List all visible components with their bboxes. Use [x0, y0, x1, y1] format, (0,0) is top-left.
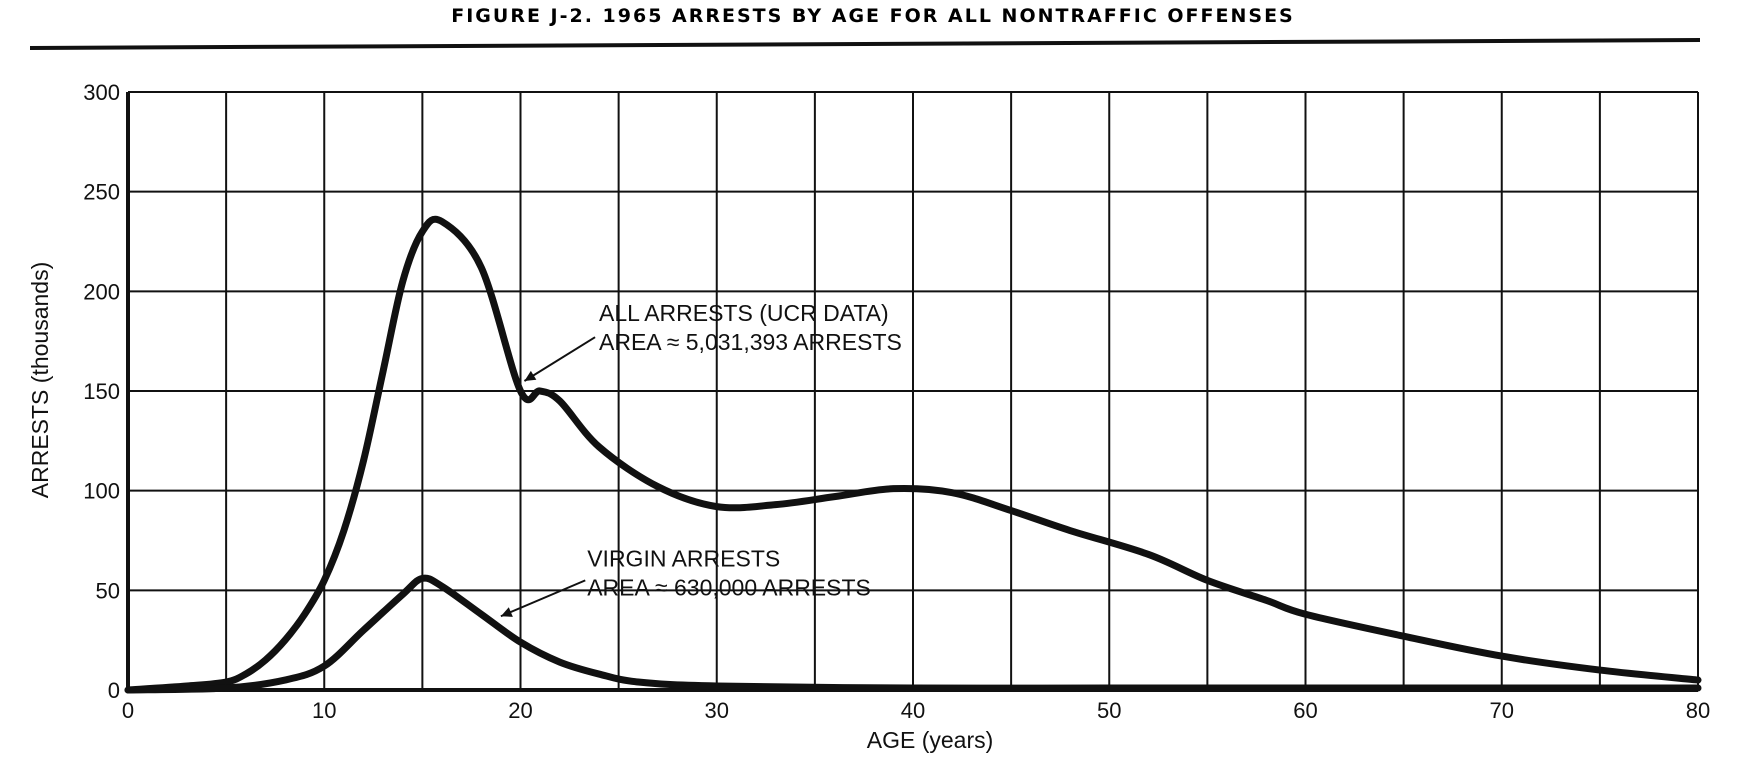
y-tick-label: 150: [83, 379, 120, 404]
annotation-arrowhead: [524, 370, 537, 382]
x-tick-label: 40: [901, 698, 925, 723]
x-tick-label: 70: [1490, 698, 1514, 723]
x-tick-label: 50: [1097, 698, 1121, 723]
annotation-text: VIRGIN ARRESTS: [587, 545, 780, 571]
y-tick-label: 100: [83, 479, 120, 504]
tick-labels: 0 10 20 30 40 50 60 70 80 0 50 100 150 200 250 300: [83, 80, 1710, 723]
y-tick-label: 200: [83, 279, 120, 304]
annotation-pointer: [500, 579, 586, 618]
x-tick-label: 80: [1686, 698, 1710, 723]
series-line-all-arrests: [124, 215, 1702, 694]
y-axis-label: ARRESTS (thousands): [27, 262, 53, 498]
x-tick-label: 10: [312, 698, 336, 723]
annotation-pointer: [523, 336, 596, 382]
series-line-virgin-arrests: [124, 574, 1702, 694]
x-tick-label: 60: [1293, 698, 1317, 723]
annotation-text: AREA ≈ 5,031,393 ARRESTS: [599, 329, 902, 355]
chart-title: FIGURE J-2. 1965 ARRESTS BY AGE FOR ALL …: [451, 5, 1294, 27]
x-tick-label: 30: [705, 698, 729, 723]
y-tick-label: 0: [108, 678, 120, 703]
y-tick-label: 300: [83, 80, 120, 105]
annotation-arrowhead: [500, 607, 513, 617]
series-lines: [124, 215, 1702, 694]
x-tick-label: 0: [122, 698, 134, 723]
annotation-text: AREA ≈ 630,000 ARRESTS: [587, 574, 871, 600]
y-tick-label: 250: [83, 180, 120, 205]
grid: [126, 91, 1699, 692]
x-tick-label: 20: [508, 698, 532, 723]
annotations: ALL ARRESTS (UCR DATA) AREA ≈ 5,031,393 A…: [500, 300, 902, 618]
title-rule: [29, 38, 1701, 50]
y-tick-label: 50: [96, 578, 120, 603]
x-axis-label: AGE (years): [867, 727, 994, 753]
annotation-text: ALL ARRESTS (UCR DATA): [599, 300, 889, 326]
